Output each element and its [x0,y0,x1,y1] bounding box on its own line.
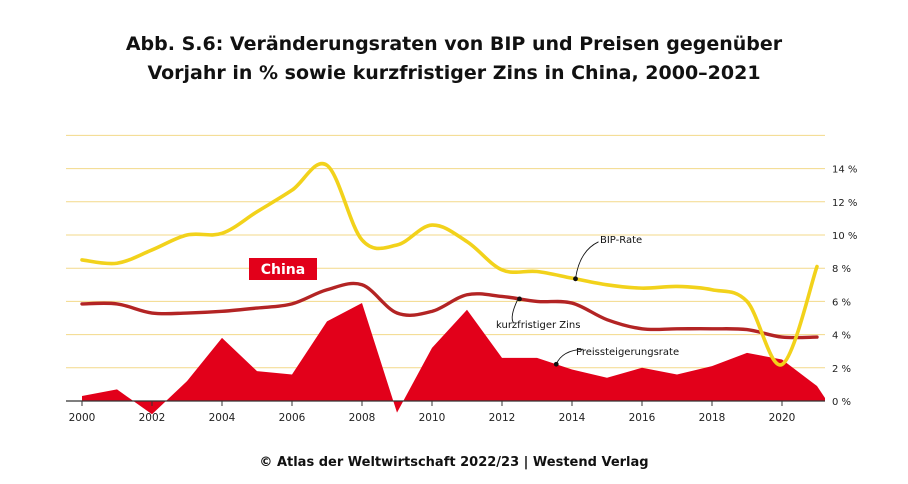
x-tick-label: 2020 [769,412,796,424]
interest-series-leader [511,299,518,324]
x-tick-label: 2010 [419,412,446,424]
y-tick-label: 2 % [832,364,851,375]
x-tick-label: 2000 [69,412,96,424]
inflation-series-leader-dot [553,361,559,367]
chart-title: Abb. S.6: Veränderungsraten von BIP und … [0,30,908,88]
gdp-rate-line [80,161,819,367]
interest-series-leader-dot [517,296,522,302]
gdp-series-leader-dot [573,276,578,282]
x-tick-label: 2002 [139,412,166,424]
country-badge-label: China [261,262,305,278]
y-tick-label: 6 % [832,297,851,308]
y-tick-label: 0 % [832,397,851,408]
x-tick-label: 2008 [349,412,376,424]
chart-title-line-2: Vorjahr in % sowie kurzfristiger Zins in… [147,62,761,84]
inflation-area [82,303,825,415]
inflation-series-label: Preissteigerungsrate [576,347,679,358]
x-tick-label: 2016 [629,412,656,424]
x-tick-label: 2018 [699,412,726,424]
country-badge [249,258,317,280]
x-tick-label: 2006 [279,412,306,424]
interest-rate-line [80,281,819,340]
copyright-footer: © Atlas der Weltwirtschaft 2022/23 | Wes… [259,455,649,470]
y-tick-label: 10 % [832,231,857,242]
y-tick-label: 8 % [832,264,851,275]
y-tick-label: 4 % [832,331,851,342]
x-tick-label: 2004 [209,412,236,424]
y-tick-label: 12 % [832,198,857,209]
inflation-series-leader [555,348,584,365]
x-tick-label: 2012 [489,412,516,424]
x-tick-label: 2014 [559,412,586,424]
interest-series-label: kurzfristiger Zins [496,320,580,331]
gdp-series-leader [575,241,599,279]
chart-title-line-1: Abb. S.6: Veränderungsraten von BIP und … [125,33,783,55]
gdp-series-label: BIP-Rate [600,235,642,246]
y-tick-label: 14 % [832,165,857,176]
